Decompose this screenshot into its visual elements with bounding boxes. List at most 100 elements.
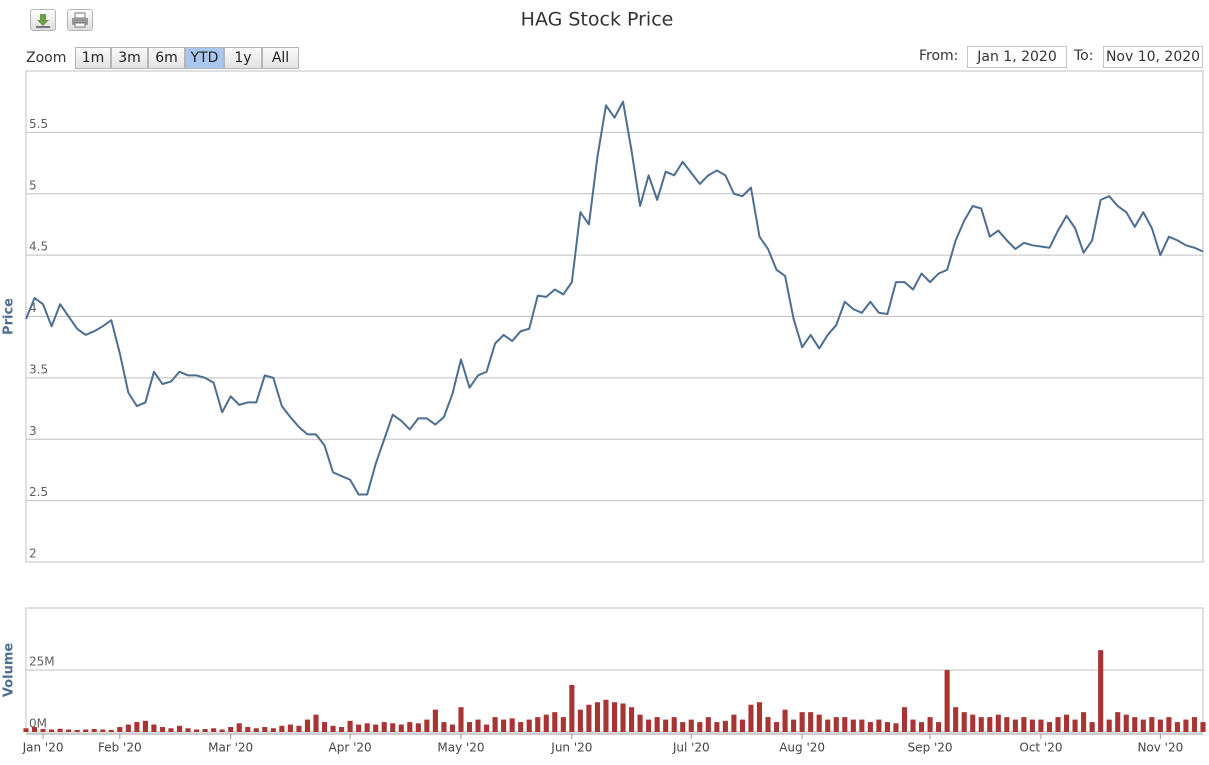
volume-bar: [987, 717, 993, 732]
volume-bar: [722, 720, 728, 732]
volume-bar: [287, 724, 293, 732]
volume-bar: [671, 717, 677, 732]
volume-bar: [339, 727, 345, 732]
volume-bar: [125, 724, 131, 732]
volume-bar: [884, 722, 890, 732]
volume-bar: [1081, 712, 1087, 732]
download-icon: [36, 14, 50, 28]
volume-bar: [705, 717, 711, 732]
volume-bar: [731, 714, 737, 732]
volume-bar: [91, 729, 97, 732]
volume-bar: [117, 727, 123, 732]
volume-bar: [577, 709, 583, 732]
volume-bar: [918, 722, 925, 732]
volume-bar: [1123, 714, 1129, 732]
volume-bar: [1115, 712, 1121, 732]
volume-bar: [978, 717, 984, 732]
y-tick-label: 3.5: [29, 362, 48, 376]
volume-bar: [1140, 719, 1146, 732]
volume-bar: [398, 724, 404, 732]
y-tick-label: 5: [29, 178, 37, 192]
volume-bar: [424, 719, 430, 732]
volume-bar: [1183, 719, 1189, 732]
volume-bar: [586, 704, 592, 732]
x-tick-label: Nov '20: [1137, 741, 1183, 755]
volume-bar: [953, 707, 959, 732]
zoom-button[interactable]: YTD: [185, 47, 224, 69]
volume-bar: [313, 714, 319, 732]
zoom-button[interactable]: 3m: [111, 47, 148, 69]
x-tick-label: Jan '20: [22, 741, 64, 755]
volume-bar: [83, 729, 89, 732]
volume-bar: [304, 719, 311, 732]
printer: [72, 18, 88, 25]
volume-bar: [432, 709, 438, 732]
volume-bar: [620, 703, 626, 732]
to-input[interactable]: Nov 10, 2020: [1103, 46, 1203, 68]
volume-bar: [296, 725, 302, 732]
volume-bar: [859, 719, 865, 732]
volume-bar: [441, 722, 447, 732]
volume-bar: [1055, 717, 1061, 732]
volume-bar: [475, 719, 481, 732]
volume-bar: [31, 727, 38, 732]
volume-bar: [57, 728, 63, 732]
volume-bar: [219, 729, 225, 732]
volume-bar: [833, 717, 839, 732]
volume-bar: [1132, 717, 1138, 732]
zoom-button[interactable]: 1m: [75, 47, 111, 69]
volume-bar: [748, 704, 754, 732]
volume-bar: [603, 699, 609, 732]
volume-bar: [270, 728, 276, 732]
volume-bar: [347, 720, 353, 732]
volume-bar: [995, 714, 1001, 732]
paper: [74, 12, 86, 19]
volume-bar: [1200, 722, 1206, 732]
volume-bar: [1012, 719, 1018, 732]
zoom-button[interactable]: 1y: [224, 47, 262, 69]
volume-bar: [509, 718, 515, 732]
x-tick-label: May '20: [437, 741, 484, 755]
zoom-button[interactable]: 6m: [148, 47, 185, 69]
volume-bar: [637, 714, 643, 732]
volume-bar: [373, 724, 379, 732]
zoom-label: Zoom: [26, 50, 67, 66]
volume-bar: [876, 719, 882, 732]
y-tick-label: 0M: [29, 717, 47, 731]
volume-bar: [1072, 719, 1078, 732]
volume-bar: [40, 729, 46, 732]
volume-bar: [245, 727, 251, 732]
volume-bar: [1106, 719, 1112, 732]
volume-bar: [202, 729, 208, 732]
volume-bar: [168, 728, 174, 732]
volume-bar: [159, 727, 166, 732]
volume-bar: [765, 717, 771, 732]
from-input[interactable]: Jan 1, 2020: [967, 46, 1067, 68]
volume-bar: [560, 717, 566, 732]
volume-bar: [390, 723, 396, 732]
volume-bar: [381, 722, 387, 732]
zoom-button[interactable]: All: [262, 47, 299, 69]
volume-bar: [714, 722, 720, 732]
volume-bar: [23, 728, 29, 732]
download-button[interactable]: [30, 9, 56, 31]
volume-bar: [321, 722, 328, 732]
volume-bar: [364, 723, 370, 732]
volume-bar: [74, 730, 80, 732]
y-tick-label: 3: [29, 424, 37, 438]
volume-bar: [185, 728, 191, 732]
chart-title: HAG Stock Price: [521, 9, 674, 31]
volume-bar: [1149, 717, 1155, 732]
print-button[interactable]: [67, 9, 93, 31]
x-tick-label: Mar '20: [208, 741, 253, 755]
volume-bar: [492, 717, 498, 732]
volume-bar: [279, 725, 285, 732]
volume-bar: [458, 707, 464, 732]
volume-bar: [893, 723, 899, 732]
y-tick-label: 4.5: [29, 240, 48, 254]
volume-bar: [816, 714, 822, 732]
volume-bar: [970, 714, 976, 732]
x-tick-label: Aug '20: [779, 741, 825, 755]
volume-bar: [961, 712, 967, 732]
